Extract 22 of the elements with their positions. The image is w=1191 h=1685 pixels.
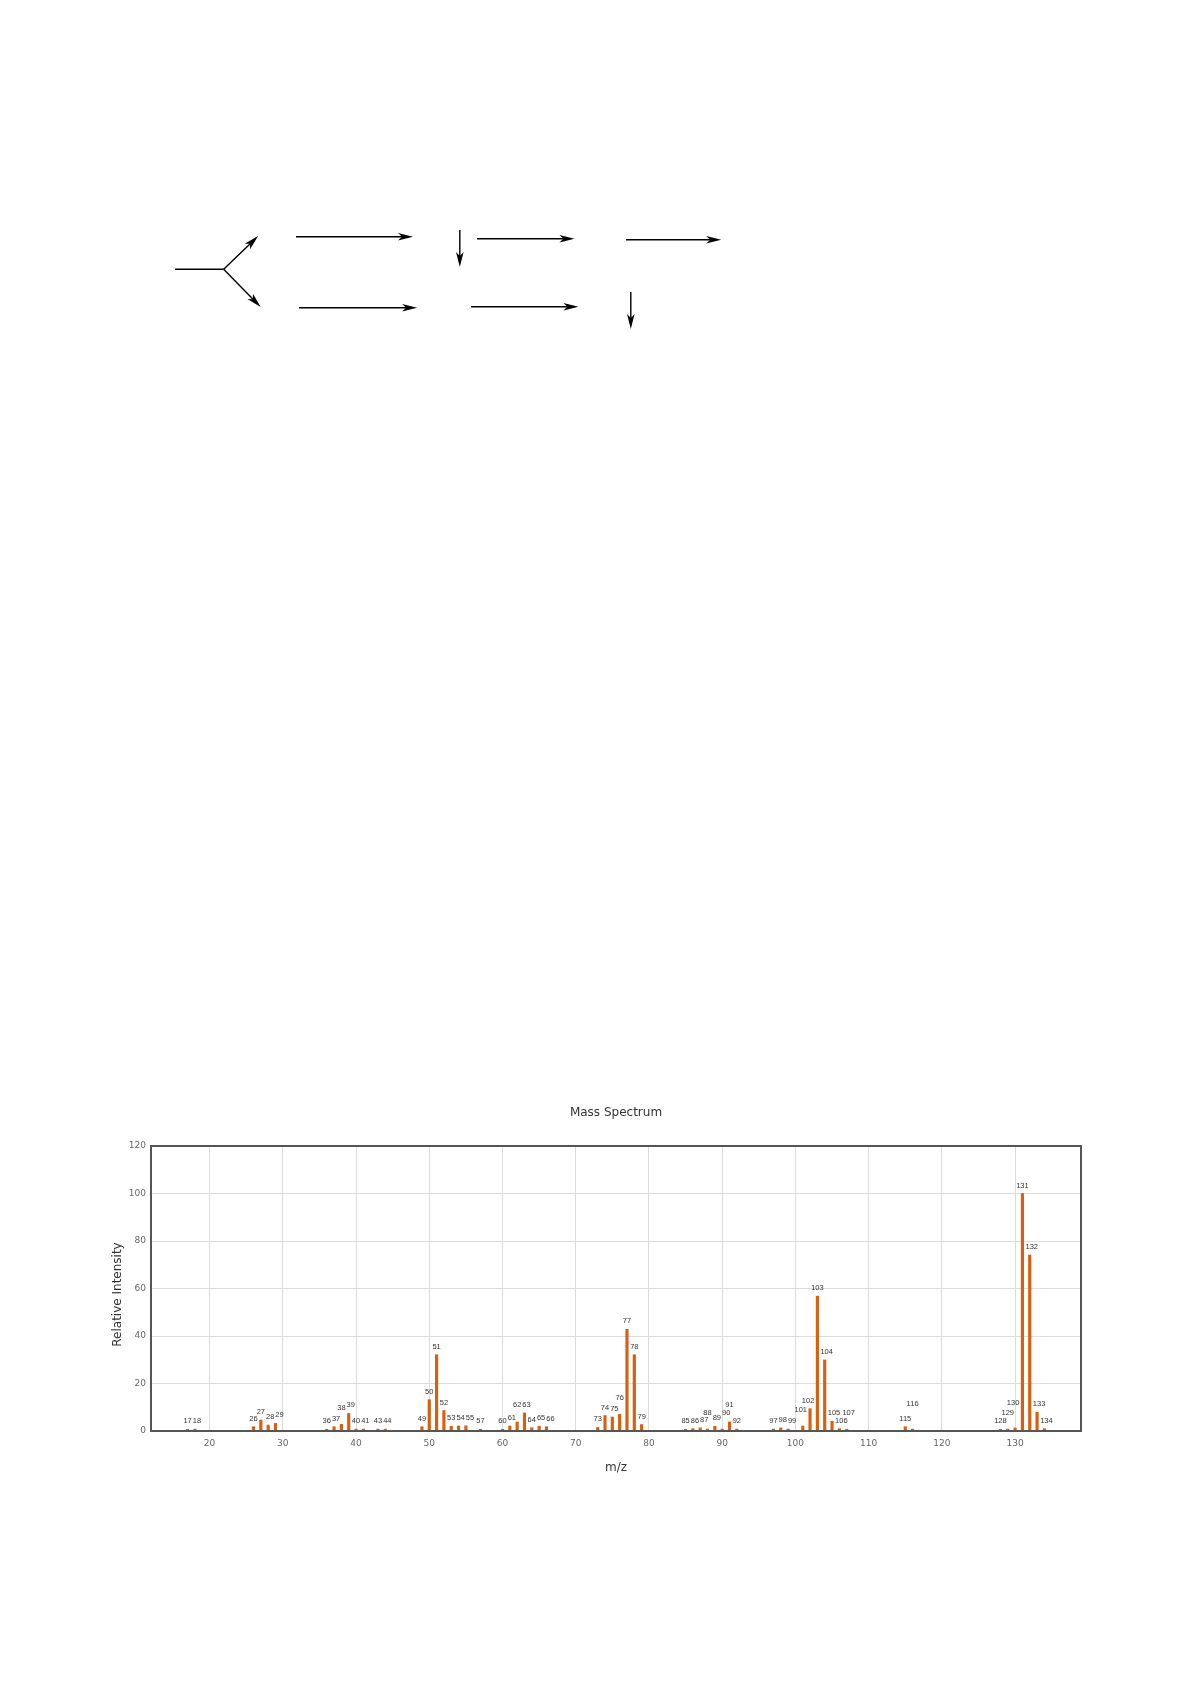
- x-tick-label: 50: [423, 1437, 436, 1448]
- x-tick-label: 40: [350, 1437, 363, 1448]
- y-tick-label: 20: [134, 1377, 147, 1388]
- chart-title: Mass Spectrum: [569, 1104, 663, 1119]
- x-tick-label: 130: [1006, 1437, 1024, 1448]
- x-tick-label: 20: [203, 1437, 216, 1448]
- x-tick-label: 60: [496, 1437, 509, 1448]
- x-tick-label: 70: [570, 1437, 582, 1448]
- x-axis-title: m/z: [604, 1459, 628, 1474]
- y-axis-title: Relative Intensity: [110, 1242, 125, 1347]
- y-tick-label: 120: [128, 1140, 147, 1151]
- x-tick-label: 120: [933, 1437, 951, 1448]
- y-tick-label: 60: [134, 1282, 147, 1293]
- x-tick-label: 90: [716, 1437, 729, 1448]
- x-tick-label: 30: [277, 1437, 289, 1448]
- y-tick-label: 40: [134, 1330, 147, 1341]
- x-tick-label: 80: [643, 1437, 655, 1448]
- y-tick-label: 0: [140, 1425, 147, 1436]
- x-tick-label: 110: [860, 1437, 878, 1448]
- y-tick-label: 100: [128, 1187, 147, 1198]
- x-tick-label: 100: [786, 1437, 805, 1448]
- y-tick-label: 80: [134, 1235, 147, 1246]
